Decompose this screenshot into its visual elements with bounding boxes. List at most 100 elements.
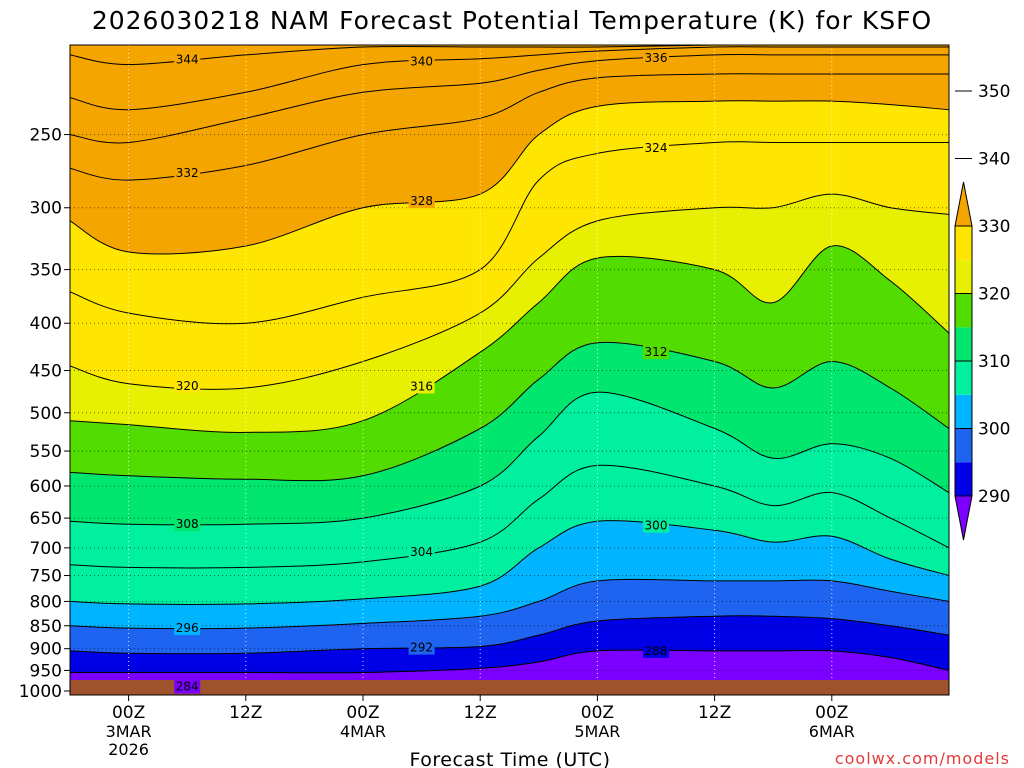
x-tick-sublabel-2-0: 4MAR — [340, 722, 386, 741]
colorbar-tick-label-330: 330 — [978, 217, 1010, 237]
y-tick-label-650: 650 — [30, 509, 62, 529]
contour-label-292: 292 — [410, 641, 433, 655]
contour-labels: 344 340 336 332 328 324 320 316 312 308 304 300 296 2… — [174, 50, 669, 694]
x-tick-sublabel-6-0: 6MAR — [809, 722, 855, 741]
y-tick-label-750: 750 — [30, 567, 62, 587]
contour-label-324: 324 — [645, 141, 668, 155]
contour-label-340: 340 — [410, 55, 433, 69]
x-tick-label-5: 12Z — [698, 703, 731, 723]
colorbar-swatch-3 — [955, 394, 972, 429]
y-tick-label-300: 300 — [30, 199, 62, 219]
x-tick-label-3: 12Z — [464, 703, 497, 723]
contour-label-bg-288 — [643, 643, 669, 658]
isentrope-324 — [70, 141, 949, 325]
colorbar-swatch-6 — [955, 293, 972, 328]
x-tick-label-2: 00Z — [346, 703, 379, 723]
isentrope-300 — [70, 520, 949, 605]
contour-label-288: 288 — [645, 644, 668, 658]
contour-label-304: 304 — [410, 545, 433, 559]
y-tick-label-350: 350 — [30, 261, 62, 281]
contour-label-bg-284 — [174, 679, 201, 694]
y-tick-label-550: 550 — [30, 442, 62, 462]
colorbar-swatch-7 — [955, 259, 972, 294]
contour-label-bg-328 — [408, 193, 435, 208]
contour-label-bg-324 — [643, 140, 669, 155]
colorbar-swatch-8 — [955, 226, 972, 260]
x-tick-sublabel-4-0: 5MAR — [574, 722, 620, 741]
x-tick-label-0: 00Z — [112, 703, 145, 723]
colorbar-top-arrow — [954, 181, 973, 227]
contour-label-312: 312 — [645, 345, 668, 359]
isentrope-344 — [70, 45, 949, 66]
contour-label-bg-296 — [174, 621, 201, 636]
contour-label-bg-312 — [643, 345, 669, 360]
y-tick-label-450: 450 — [30, 361, 62, 381]
colorbar-swatch-1 — [955, 462, 972, 496]
colorbar-tick-label-350: 350 — [978, 82, 1010, 102]
contour-fills — [70, 45, 949, 688]
grid-lines — [70, 45, 949, 695]
isentrope-340 — [70, 46, 949, 111]
x-tick-label-6: 00Z — [815, 703, 848, 723]
colorbar-tick-label-290: 290 — [978, 487, 1010, 507]
contour-label-bg-336 — [643, 50, 669, 65]
colorbar-swatch-5 — [955, 327, 972, 361]
x-tick-label-1: 12Z — [229, 703, 262, 723]
contour-label-bg-316 — [408, 379, 435, 394]
contour-label-316: 316 — [410, 379, 433, 393]
y-tick-label-500: 500 — [30, 404, 62, 424]
x-axis-title: Forecast Time (UTC) — [410, 749, 611, 768]
isentrope-336 — [70, 53, 949, 144]
y-tick-label-700: 700 — [30, 539, 62, 559]
contour-label-344: 344 — [176, 53, 199, 67]
theta-band-344 — [70, 45, 949, 65]
y-tick-label-800: 800 — [30, 592, 62, 612]
isentrope-292 — [70, 615, 949, 655]
contour-label-328: 328 — [410, 194, 433, 208]
colorbar-tick-label-300: 300 — [978, 420, 1010, 440]
y-tick-label-1000: 1000 — [19, 682, 62, 702]
colorbar-tick-label-340: 340 — [978, 150, 1010, 170]
contour-label-332: 332 — [176, 166, 199, 180]
contour-label-336: 336 — [645, 51, 668, 65]
colorbar-swatch-2 — [955, 428, 972, 463]
plot-area: 344 340 336 332 328 324 320 316 312 308 304 300 296 2… — [70, 45, 949, 695]
contour-label-308: 308 — [176, 517, 199, 531]
y-tick-label-850: 850 — [30, 617, 62, 637]
colorbar-bottom-arrow — [954, 495, 973, 541]
y-tick-label-400: 400 — [30, 314, 62, 334]
contour-label-bg-304 — [408, 544, 435, 559]
isentrope-320 — [70, 193, 949, 390]
contour-label-bg-340 — [408, 54, 435, 69]
isentrope-308 — [70, 391, 949, 526]
contour-label-bg-332 — [174, 165, 201, 180]
contour-label-bg-300 — [643, 518, 669, 533]
surface-band — [70, 680, 949, 695]
x-tick-label-4: 00Z — [581, 703, 614, 723]
contour-label-320: 320 — [176, 379, 199, 393]
x-tick-sublabel-0-1: 2026 — [108, 740, 149, 759]
contour-label-296: 296 — [176, 621, 199, 635]
isentrope-304 — [70, 464, 949, 569]
y-tick-label-950: 950 — [30, 661, 62, 681]
y-tick-label-900: 900 — [30, 640, 62, 660]
colorbar-tick-label-320: 320 — [978, 285, 1010, 305]
contour-label-bg-308 — [174, 517, 201, 532]
contour-label-bg-344 — [174, 52, 201, 67]
colorbar-swatch-4 — [955, 361, 972, 395]
credit-text: coolwx.com/models — [835, 749, 1010, 768]
colorbar-tick-label-310: 310 — [978, 352, 1010, 372]
y-tick-label-600: 600 — [30, 477, 62, 497]
theta-band-340 — [70, 45, 949, 110]
y-tick-label-250: 250 — [30, 126, 62, 146]
contour-label-bg-292 — [408, 640, 435, 655]
y-axis: 250 300 350 400 450 500 550 600 650 700 750 800 850 9… — [19, 126, 70, 702]
isentrope-296 — [70, 578, 949, 630]
isentrope-288 — [70, 649, 949, 674]
x-tick-sublabel-0-0: 3MAR — [106, 722, 152, 741]
colorbar: 290 300 310 320 330 340 350 — [954, 82, 1010, 541]
chart-title: 2026030218 NAM Forecast Potential Temper… — [92, 6, 932, 35]
contour-label-bg-320 — [174, 378, 201, 393]
